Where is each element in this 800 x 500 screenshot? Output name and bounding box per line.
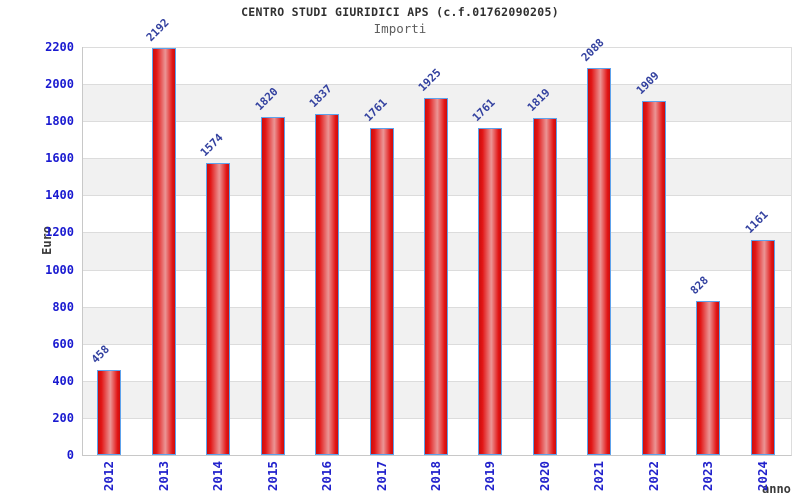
bar-2015 <box>260 117 285 455</box>
bar-2022 <box>641 100 666 455</box>
x-tick-label-2017: 2017 <box>373 461 389 492</box>
bar-2020 <box>532 117 557 455</box>
y-tick-label-600: 600 <box>52 336 74 351</box>
chart-subtitle: Importi <box>373 21 427 36</box>
y-tick-label-200: 200 <box>52 410 74 425</box>
x-tick-label-2015: 2015 <box>264 461 280 492</box>
x-tick-label-2013: 2013 <box>155 461 171 492</box>
bar-2023 <box>696 301 721 455</box>
x-tick-label-2018: 2018 <box>428 461 443 492</box>
x-tick-label-2012: 2012 <box>101 461 117 492</box>
x-tick-label-2020: 2020 <box>536 461 552 492</box>
grid-band <box>83 47 791 85</box>
x-tick-label-2024: 2024 <box>754 461 770 492</box>
bar-2024 <box>750 239 775 455</box>
chart-title: CENTRO STUDI GIURIDICI APS (c.f.01762090… <box>241 5 559 19</box>
y-tick-label-1000: 1000 <box>45 262 74 277</box>
y-tick-label-1800: 1800 <box>45 114 74 129</box>
x-tick-label-2023: 2023 <box>700 461 716 492</box>
bar-2012 <box>97 370 122 455</box>
bar-2019 <box>478 128 503 455</box>
x-tick-label-2016: 2016 <box>319 461 335 492</box>
y-tick-label-2200: 2200 <box>45 40 74 54</box>
x-axis-label: anno <box>762 482 791 496</box>
x-tick-label-2019: 2019 <box>482 461 498 492</box>
y-tick-label-800: 800 <box>52 299 74 314</box>
bar-2021 <box>587 67 612 455</box>
bar-2014 <box>206 163 231 455</box>
y-tick-label-1400: 1400 <box>45 188 74 203</box>
bar-2013 <box>151 48 176 455</box>
x-tick-label-2021: 2021 <box>591 461 607 492</box>
bar-2016 <box>315 114 340 455</box>
bar-2018 <box>424 98 448 455</box>
y-tick-label-1200: 1200 <box>45 225 74 240</box>
y-tick-label-0: 0 <box>66 448 74 462</box>
x-tick-label-2014: 2014 <box>210 461 226 492</box>
y-tick-label-2000: 2000 <box>45 77 74 92</box>
x-tick-label-2022: 2022 <box>645 461 661 492</box>
y-tick-label-1600: 1600 <box>45 151 74 166</box>
y-tick-label-400: 400 <box>52 373 74 388</box>
bar-2017 <box>369 128 394 455</box>
